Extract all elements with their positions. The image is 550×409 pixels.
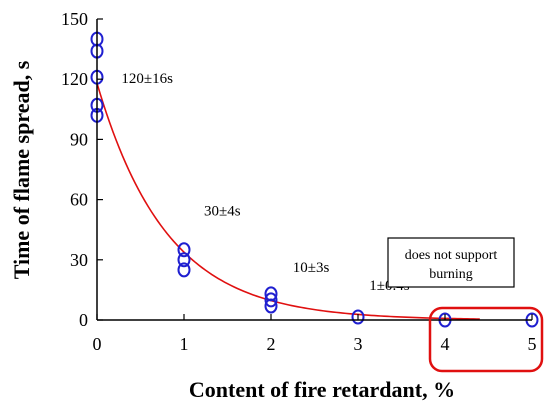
y-tick-label: 30: [70, 250, 88, 270]
x-tick-label: 1: [180, 334, 189, 354]
axes: [96, 18, 533, 321]
y-tick-label: 60: [70, 190, 88, 210]
annotation-label: 120±16s: [121, 71, 173, 87]
data-point: [177, 242, 191, 258]
x-axis-title: Content of fire retardant, %: [189, 377, 455, 402]
note-box-line-1: does not support: [405, 248, 498, 263]
fit-curve-layer: [96, 82, 480, 320]
x-tick-label: 0: [93, 334, 102, 354]
data-point: [264, 292, 278, 308]
tick-labels: 0 1 2 3 4 5 0 30 60 90 120 150: [61, 9, 537, 354]
y-tick-label: 90: [70, 129, 88, 149]
y-tick-label: 120: [61, 69, 88, 89]
x-tick-label: 4: [441, 334, 450, 354]
data-point: [351, 309, 365, 325]
highlight-box: [428, 306, 544, 373]
note-box: does not support burning: [387, 237, 515, 288]
fit-curve: [96, 82, 480, 320]
y-tick-label: 0: [79, 310, 88, 330]
annotation-label: 30±4s: [204, 204, 241, 220]
note-box-line-2: burning: [429, 267, 473, 282]
data-point: [264, 298, 278, 314]
x-tick-label: 2: [267, 334, 276, 354]
annotation-label: 10±3s: [293, 260, 330, 276]
note-box-frame: [387, 237, 515, 288]
y-axis-title: Time of flame spread, s: [9, 60, 34, 279]
data-point: [177, 252, 191, 268]
data-point: [177, 262, 191, 278]
y-tick-label: 150: [61, 9, 88, 29]
x-tick-label: 3: [354, 334, 363, 354]
x-tick-label: 5: [528, 334, 537, 354]
